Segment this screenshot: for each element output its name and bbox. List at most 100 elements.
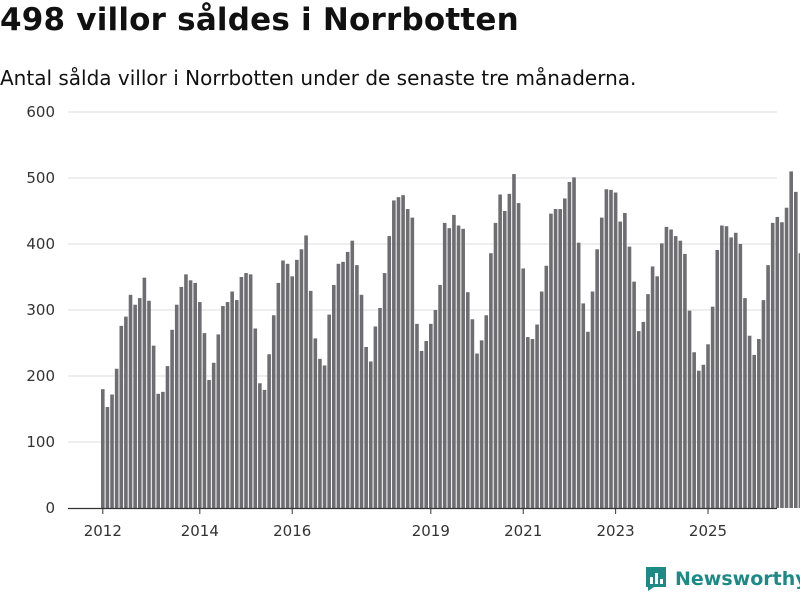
chart-title: 498 villor såldes i Norrbotten: [0, 2, 519, 38]
bar: [507, 193, 512, 508]
bar: [720, 225, 724, 508]
bar: [641, 321, 646, 508]
bar: [493, 222, 498, 508]
bar: [673, 236, 678, 508]
bar: [655, 276, 659, 508]
bar-chart: 0 100 200 300 400 500 600 2012 2014 2016 2019 2021 2…: [26, 103, 800, 540]
bar: [345, 251, 350, 509]
bar: [604, 189, 609, 508]
bar: [290, 276, 295, 508]
bar: [318, 358, 322, 508]
bar: [646, 294, 650, 508]
bar: [465, 292, 470, 508]
bar: [110, 394, 114, 508]
bar: [470, 319, 475, 508]
bar: [733, 232, 738, 508]
bar: [405, 209, 410, 508]
x-tick-label: 2014: [181, 522, 219, 540]
bar: [798, 253, 800, 508]
bar: [549, 213, 553, 508]
bar: [780, 222, 784, 508]
brand-logo[interactable]: Newsworthy: [644, 566, 800, 592]
bar: [105, 407, 110, 508]
bar: [299, 249, 304, 508]
bar: [124, 316, 128, 508]
bar: [211, 362, 216, 508]
bar: [567, 181, 572, 508]
bar: [308, 290, 313, 508]
bar: [156, 393, 161, 508]
bar: [101, 389, 105, 508]
bar: [151, 345, 156, 508]
bar: [581, 303, 586, 508]
bar: [202, 333, 207, 508]
bar: [119, 325, 124, 508]
bar: [179, 286, 184, 508]
bar: [660, 243, 664, 508]
bar: [165, 366, 170, 508]
bar: [687, 310, 692, 508]
bar: [239, 277, 244, 508]
x-tick-label: 2021: [504, 522, 542, 540]
bar: [498, 194, 502, 508]
bar: [502, 211, 507, 508]
bar: [775, 216, 780, 508]
bar: [133, 304, 137, 508]
x-tick-label: 2019: [412, 522, 450, 540]
bar: [341, 261, 345, 508]
bar: [521, 268, 526, 508]
y-tick-label: 600: [26, 103, 55, 121]
bar: [350, 240, 355, 508]
bar: [747, 335, 752, 508]
bar: [766, 265, 770, 508]
bar: [207, 379, 211, 508]
bar: [161, 391, 165, 508]
bar: [752, 354, 757, 508]
bar: [544, 265, 549, 508]
bar: [147, 300, 151, 508]
bar: [729, 237, 733, 508]
bar: [248, 274, 253, 508]
bar: [336, 263, 341, 508]
bar: [484, 315, 489, 508]
bar: [553, 209, 558, 508]
bar: [304, 235, 308, 509]
bar: [539, 291, 544, 508]
bar: [378, 308, 382, 508]
bar: [576, 242, 581, 508]
bar: [387, 236, 392, 508]
bar: [461, 228, 465, 508]
bar: [563, 198, 567, 508]
bar: [627, 246, 632, 508]
bar: [715, 249, 720, 508]
x-tick-label: 2016: [273, 522, 311, 540]
bar: [743, 298, 747, 508]
bar: [373, 326, 378, 508]
bar: [724, 226, 729, 508]
bar: [710, 306, 715, 508]
bar: [447, 228, 452, 508]
bar: [221, 306, 225, 508]
bar: [595, 249, 599, 508]
bar: [590, 291, 595, 508]
bar: [683, 253, 687, 508]
bar: [526, 337, 530, 508]
bar: [636, 331, 641, 508]
y-tick-label: 100: [26, 433, 55, 451]
bar: [433, 310, 438, 508]
bar: [281, 260, 285, 508]
bar: [530, 339, 535, 508]
bar: [313, 338, 318, 508]
bar: [475, 353, 479, 508]
bar: [193, 282, 197, 508]
newsworthy-logo-icon: [646, 567, 666, 591]
bar: [794, 191, 798, 509]
x-tick-label: 2023: [597, 522, 635, 540]
bar: [170, 329, 174, 508]
bar: [253, 328, 258, 508]
bar: [784, 207, 789, 508]
bar: [770, 222, 775, 508]
bar: [142, 277, 147, 508]
brand-name: Newsworthy: [675, 568, 800, 590]
bar: [456, 225, 461, 508]
